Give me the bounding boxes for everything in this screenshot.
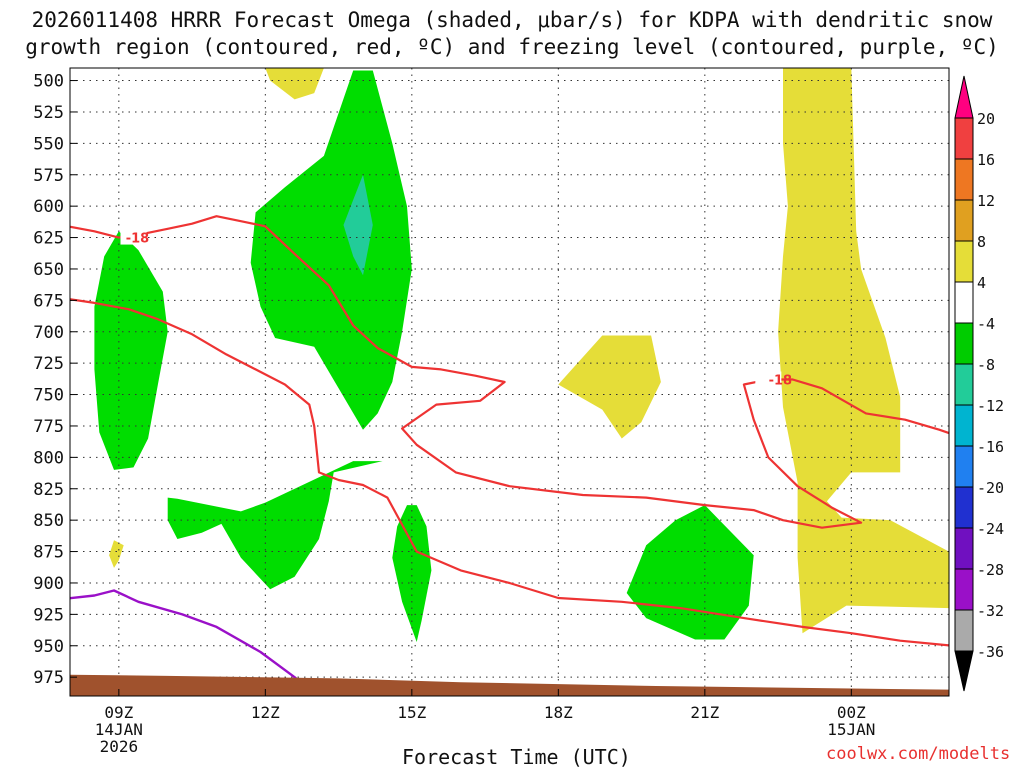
chart-title-line-2: growth region (contoured, red, ºC) and f… (25, 35, 999, 59)
ascent-region-10z-13z (167, 461, 383, 590)
ascent-region-12z-14z (250, 70, 412, 430)
ascent-region-09z (94, 231, 168, 470)
y-tick-label: 525 (33, 103, 64, 123)
colorbar-label: -20 (977, 479, 1004, 497)
y-tick-label: 825 (33, 480, 64, 500)
contour-label-bg (755, 371, 782, 387)
colorbar-bin (954, 568, 974, 611)
colorbar-bin (954, 199, 974, 242)
colorbar-label: 20 (977, 110, 995, 128)
y-tick-label: 625 (33, 229, 64, 249)
colorbar-bin (954, 322, 974, 365)
y-tick-label: 550 (33, 134, 64, 154)
colorbar-label: 4 (977, 274, 986, 292)
colorbar-label: -8 (977, 356, 995, 374)
x-tick-label: 09Z (104, 703, 133, 722)
colorbar-label: 12 (977, 192, 995, 210)
chart-title-line-1: 2026011408 HRRR Forecast Omega (shaded, … (31, 8, 993, 32)
y-tick-label: 575 (33, 166, 64, 186)
colorbar-bin (954, 609, 974, 652)
y-tick-label: 925 (33, 605, 64, 625)
y-tick-label: 875 (33, 543, 64, 563)
colorbar-bin (954, 363, 974, 406)
colorbar-bin (954, 240, 974, 283)
y-tick-label: 700 (33, 323, 64, 343)
dgz-upper-minus18 (70, 215, 949, 529)
strong-ascent-core-14z (343, 174, 373, 276)
descent-region-19z (558, 335, 661, 439)
ascent-region-15z (392, 505, 432, 642)
descent-region-00z (778, 68, 949, 634)
y-tick-label: 850 (33, 511, 64, 531)
colorbar-bin (954, 486, 974, 529)
colorbar-label: -4 (977, 315, 995, 333)
x-tick-label: 12Z (251, 703, 280, 722)
x-tick-label: 18Z (544, 703, 573, 722)
y-tick-label: 775 (33, 417, 64, 437)
colorbar-label: 16 (977, 151, 995, 169)
y-tick-label: 900 (33, 574, 64, 594)
colorbar-label: 8 (977, 233, 986, 251)
colorbar-label: -32 (977, 602, 1004, 620)
colorbar-label: -12 (977, 397, 1004, 415)
freezing-level (70, 589, 318, 696)
contour-label-minus18: -18 (769, 373, 793, 388)
colorbar-extend-bottom (954, 650, 974, 692)
terrain-surface (70, 674, 949, 696)
colorbar-bin (954, 281, 974, 324)
y-tick-label: 675 (33, 291, 64, 311)
colorbar-bin (954, 527, 974, 570)
y-tick-label: 800 (33, 448, 64, 468)
y-tick-label: 500 (33, 72, 64, 92)
colorbar-label: -28 (977, 561, 1004, 579)
plot-frame (69, 67, 950, 697)
y-tick-label: 950 (33, 637, 64, 657)
x-tick-label: 00Z (837, 703, 866, 722)
colorbar-label: -24 (977, 520, 1004, 538)
colorbar-label: -16 (977, 438, 1004, 456)
x-tick-label: 2026 (100, 737, 139, 756)
colorbar-bin (954, 158, 974, 201)
x-tick-label: 15JAN (827, 720, 875, 739)
x-tick-label: 21Z (690, 703, 719, 722)
colorbar-bin (954, 117, 974, 160)
credit-text: coolwx.com/modelts (826, 744, 1011, 764)
dgz-lower-isotherm (70, 298, 949, 647)
contour-label-minus18: -18 (126, 232, 150, 247)
y-tick-label: 600 (33, 197, 64, 217)
colorbar-extend-top (954, 75, 974, 119)
isolated-ascent-09z (109, 540, 124, 568)
colorbar-label: -36 (977, 643, 1004, 661)
colorbar-bin (954, 404, 974, 447)
y-tick-label: 750 (33, 386, 64, 406)
descent-region-12z-13z (265, 68, 324, 100)
y-tick-label: 725 (33, 354, 64, 374)
x-tick-label: 15Z (397, 703, 426, 722)
x-axis-title: Forecast Time (UTC) (402, 745, 631, 769)
y-tick-label: 975 (33, 668, 64, 688)
contour-label-bg (120, 229, 147, 245)
x-tick-label: 14JAN (95, 720, 143, 739)
y-tick-label: 650 (33, 260, 64, 280)
colorbar-bin (954, 445, 974, 488)
